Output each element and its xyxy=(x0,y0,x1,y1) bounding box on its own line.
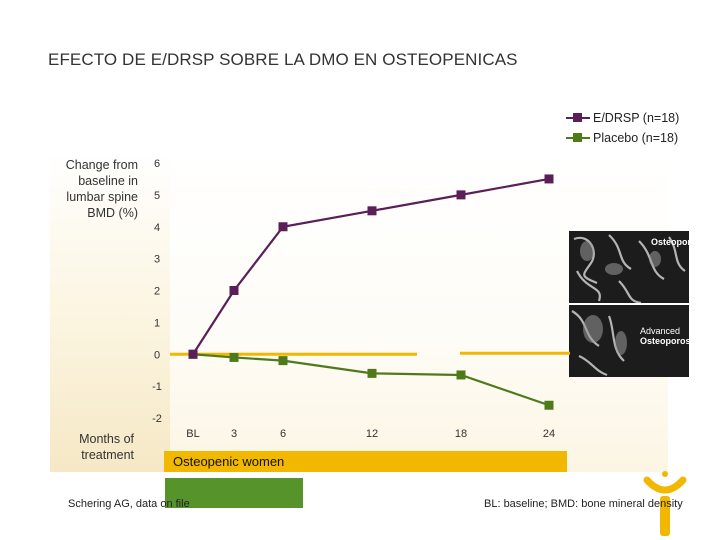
legend-label-edrsp: E/DRSP (n=18) xyxy=(593,111,680,125)
y-tick-label: 2 xyxy=(154,286,160,298)
x-tick-label: 12 xyxy=(366,428,378,440)
source-note: Schering AG, data on file xyxy=(68,498,190,510)
green-accent-block xyxy=(165,478,303,508)
y-axis-label: Change from baseline in lumbar spine BMD… xyxy=(65,158,138,220)
legend-swatch-placebo xyxy=(566,131,590,145)
x-tick-label: 3 xyxy=(231,428,237,440)
chart-legend: E/DRSP (n=18) Placebo (n=18) xyxy=(566,108,679,148)
population-banner: Osteopenic women xyxy=(164,451,567,472)
legend-swatch-edrsp xyxy=(566,111,590,125)
brand-logo-icon xyxy=(643,471,687,536)
legend-label-placebo: Placebo (n=18) xyxy=(593,131,679,145)
advanced-image-label: Advanced xyxy=(640,326,681,336)
x-tick-label: 24 xyxy=(543,428,555,440)
osteoporosis-image-label: Osteoporosis xyxy=(651,237,689,247)
x-tick-label: 18 xyxy=(455,428,467,440)
data-point-0 xyxy=(278,222,288,232)
y-tick-label: -1 xyxy=(152,381,162,393)
x-tick-label: BL xyxy=(186,428,199,440)
y-tick-label: 3 xyxy=(154,254,160,266)
bone-microstructure-image: Osteoporosis Advanced Osteoporosis xyxy=(569,231,689,377)
y-tick-label: 5 xyxy=(154,190,160,202)
y-tick-label: 6 xyxy=(154,158,160,170)
y-tick-label: 1 xyxy=(154,317,160,329)
y-tick-label: -2 xyxy=(152,413,162,425)
data-point-1 xyxy=(229,352,239,362)
legend-item-edrsp: E/DRSP (n=18) xyxy=(566,108,679,128)
x-tick-label: 6 xyxy=(280,428,286,440)
population-banner-text: Osteopenic women xyxy=(173,454,285,469)
data-point-1 xyxy=(456,370,466,380)
data-point-1 xyxy=(278,356,288,366)
data-point-0 xyxy=(456,190,466,200)
data-point-0 xyxy=(229,286,239,295)
advanced-osteoporosis-image-label: Osteoporosis xyxy=(640,336,689,346)
y-tick-label: 0 xyxy=(154,349,160,361)
slide-title: EFECTO DE E/DRSP SOBRE LA DMO EN OSTEOPE… xyxy=(48,50,518,69)
data-point-1 xyxy=(367,368,377,378)
bone-texture-graphic xyxy=(569,231,689,377)
data-point-1 xyxy=(544,400,554,410)
data-point-0 xyxy=(544,174,554,184)
x-axis-label: Months of treatment xyxy=(79,432,134,462)
chart-left-background xyxy=(50,150,170,472)
data-point-0 xyxy=(188,349,198,359)
data-point-0 xyxy=(367,206,377,216)
series-line-1 xyxy=(192,353,550,407)
y-tick-label: 4 xyxy=(154,222,160,234)
legend-item-placebo: Placebo (n=18) xyxy=(566,128,679,148)
abbreviation-footnote: BL: baseline; BMD: bone mineral density xyxy=(484,498,683,510)
series-line-0 xyxy=(192,177,550,355)
